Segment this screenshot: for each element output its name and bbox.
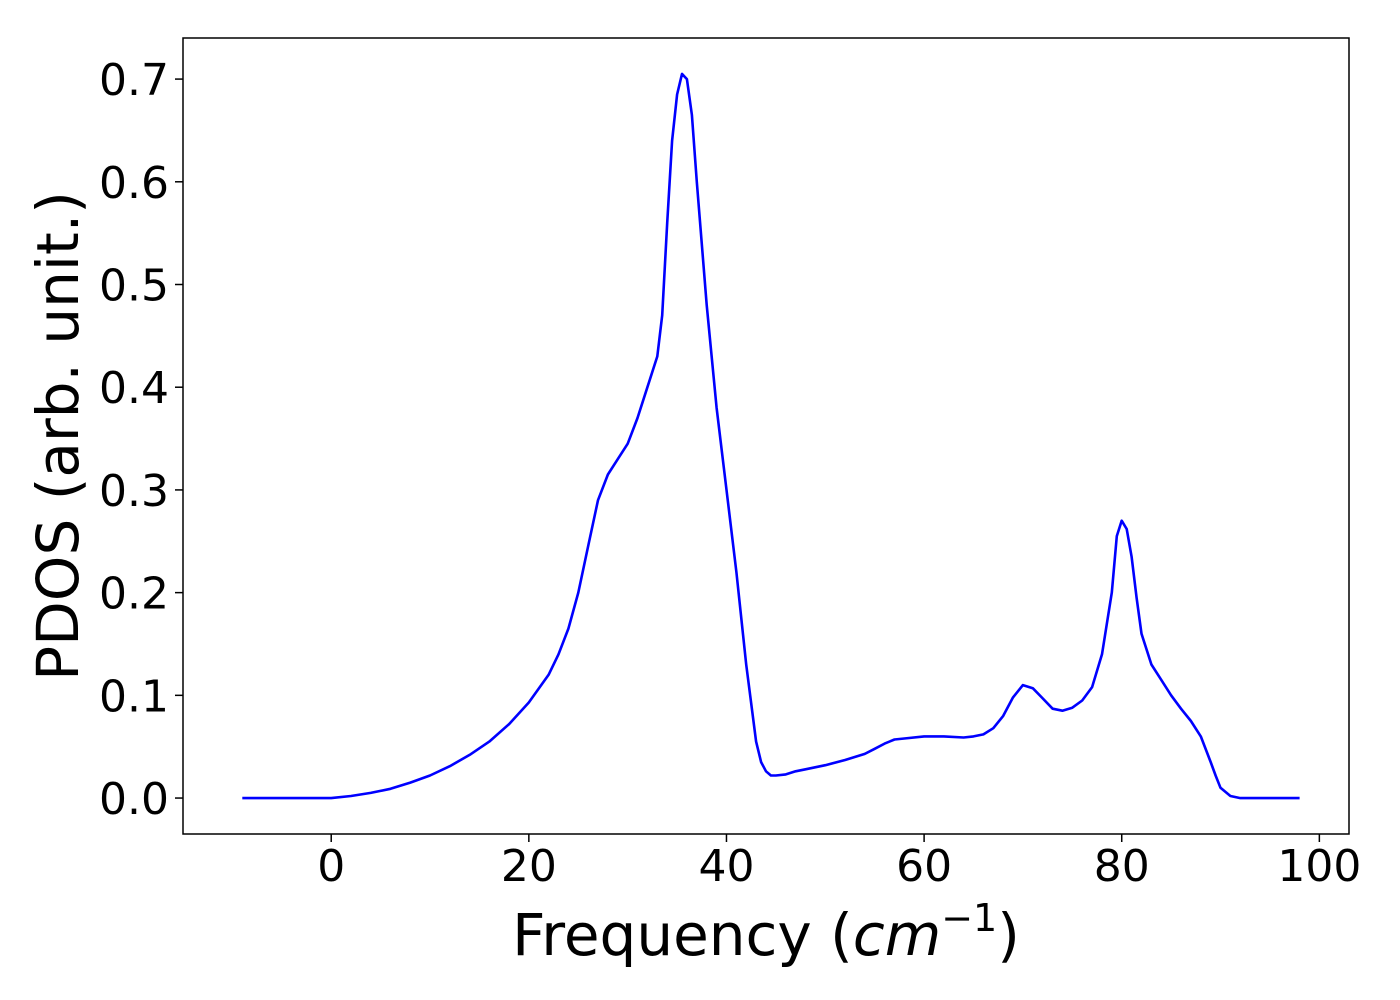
y-axis-ticks: 0.0 0.1 0.2 0.3 0.4 0.5 0.6 0.7 [99,55,183,825]
x-tick-label: 20 [501,841,557,892]
pdos-series-line [242,72,1300,800]
x-axis-label: Frequency (cm−1) [512,896,1020,969]
y-axis-label: PDOS (arb. unit.) [24,191,92,681]
plot-frame [182,37,1350,835]
x-tick-label: 40 [698,841,754,892]
x-tick-label: 80 [1094,841,1150,892]
y-tick-label: 0.2 [99,569,169,620]
x-tick-label: 100 [1277,841,1361,892]
x-axis-ticks: 0 20 40 60 80 100 [317,834,1361,892]
x-axis-label-close: ) [997,901,1020,969]
x-axis-label-unit: cm [853,901,941,969]
x-tick-label: 60 [896,841,952,892]
x-tick-label: 0 [317,841,345,892]
series-layer [242,72,1300,800]
x-axis-label-exponent: −1 [941,896,997,940]
y-tick-label: 0.3 [99,466,169,517]
y-tick-label: 0.5 [99,261,169,312]
y-tick-label: 0.7 [99,55,169,106]
y-tick-label: 0.0 [99,774,169,825]
y-tick-label: 0.6 [99,158,169,209]
y-tick-label: 0.1 [99,671,169,722]
x-axis-label-text: Frequency ( [512,901,853,969]
y-tick-label: 0.4 [99,363,169,414]
